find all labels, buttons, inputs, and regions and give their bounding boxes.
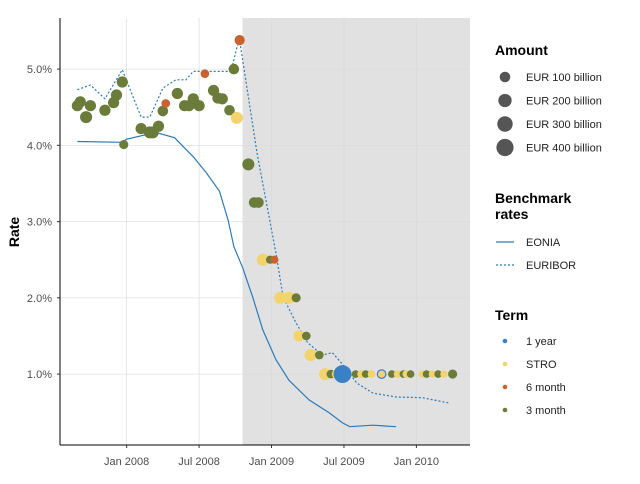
legend-term-label: 3 month — [526, 405, 566, 417]
legend-term-swatch — [502, 361, 508, 367]
data-point-3m — [387, 370, 396, 378]
legend-benchmark-label: EURIBOR — [526, 260, 576, 272]
data-point-stro — [274, 291, 287, 304]
data-point-6m — [161, 99, 171, 108]
y-tick-label: 2.0% — [27, 293, 52, 305]
legend-term-label: STRO — [526, 359, 557, 371]
legend-term-swatch — [502, 407, 508, 413]
legend-benchmark: Benchmark rates EONIA EURIBOR — [495, 190, 576, 272]
data-point-stro — [428, 370, 436, 378]
data-point-3m — [351, 370, 360, 378]
data-point-3m — [434, 370, 442, 378]
eonia-line — [77, 131, 397, 428]
data-point-3m — [448, 369, 458, 379]
y-tick-label: 1.0% — [27, 369, 52, 381]
legend-amount-label: EUR 200 billion — [526, 96, 602, 108]
legend-amount-label: EUR 400 billion — [526, 143, 602, 155]
data-point-3m — [361, 370, 370, 378]
data-point-stro — [293, 330, 305, 342]
data-point-3m — [216, 93, 228, 105]
data-point-3m — [80, 111, 93, 124]
data-point-stro — [393, 370, 402, 378]
data-point-3m — [119, 140, 129, 150]
legend-amount-label: EUR 300 billion — [526, 119, 602, 131]
data-point-stro — [304, 348, 317, 362]
x-tick-label: Jan 2010 — [394, 456, 439, 468]
data-point-3m — [301, 331, 311, 341]
legend-term-swatch — [502, 384, 508, 390]
data-point-3m — [110, 89, 123, 101]
legend-amount-label: EUR 100 billion — [526, 72, 602, 84]
data-point-stro — [282, 291, 295, 304]
x-tick-label: Jul 2008 — [178, 456, 220, 468]
data-point-3m — [74, 96, 86, 108]
legend-amount-swatch — [498, 93, 512, 108]
data-point-3m — [99, 104, 111, 116]
data-point-3m — [291, 293, 301, 303]
legend-benchmark-label: EONIA — [526, 237, 561, 249]
legend-term: Term 1 year STRO 6 month 3 month — [495, 307, 566, 417]
data-point-stro — [256, 253, 269, 266]
legend-amount-swatch — [496, 138, 514, 157]
data-point-3m — [224, 104, 235, 116]
y-axis-label: Rate — [6, 217, 22, 248]
data-point-6m — [234, 34, 245, 46]
data-point-3m — [253, 197, 264, 208]
legend-term-label: 1 year — [526, 336, 557, 348]
data-point-3m — [171, 87, 183, 100]
data-point-6m — [200, 69, 210, 78]
data-point-3m — [228, 63, 240, 75]
x-tick-label: Jan 2008 — [104, 456, 149, 468]
legend-term-swatch — [502, 338, 508, 344]
data-point-3m — [84, 100, 97, 112]
plot-area: 1.0% 2.0% 3.0% 4.0% 5.0% Jan 2008 Jul 2008 Jan … — [27, 18, 470, 468]
data-point-3m — [406, 370, 415, 378]
data-point-3m — [242, 158, 255, 171]
data-point-stro — [440, 370, 448, 378]
data-point-3m — [116, 76, 128, 88]
legend-amount-swatch — [497, 116, 513, 132]
x-tick-label: Jul 2009 — [323, 456, 365, 468]
data-point-3m — [422, 370, 431, 378]
y-tick-label: 4.0% — [27, 140, 52, 152]
y-tick-label: 5.0% — [27, 64, 52, 76]
legend-amount-title: Amount — [495, 42, 548, 58]
data-point-1y — [333, 365, 352, 384]
data-point-stro — [367, 370, 376, 378]
shaded-region — [242, 18, 470, 445]
legend-term-label: 6 month — [526, 382, 566, 394]
data-point-3m — [193, 100, 205, 112]
legend-amount: Amount EUR 100 billion EUR 200 billion EUR… — [495, 42, 602, 157]
data-point-6m — [270, 255, 279, 264]
y-tick-label: 3.0% — [27, 217, 52, 229]
legend-term-title: Term — [495, 307, 528, 323]
legend-amount-swatch — [499, 71, 511, 83]
data-point-stro — [377, 370, 386, 378]
legend-benchmark-title-2: rates — [495, 206, 529, 222]
legend-benchmark-title-1: Benchmark — [495, 190, 571, 206]
data-point-stro — [230, 111, 243, 124]
data-point-3m — [152, 120, 165, 132]
data-point-3m — [157, 105, 169, 117]
x-tick-label: Jan 2009 — [249, 456, 294, 468]
data-point-3m — [314, 350, 324, 360]
